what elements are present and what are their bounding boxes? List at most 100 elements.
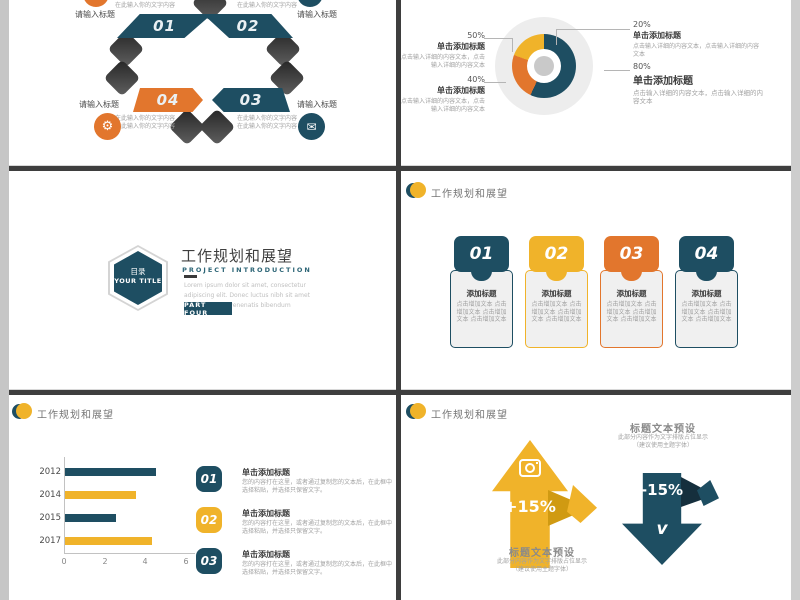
- x-tick-label: 4: [142, 557, 148, 566]
- percent-value: 20%: [633, 20, 651, 29]
- step-number: 04: [156, 91, 180, 109]
- step-number: 01: [153, 17, 176, 35]
- card-notch: [696, 271, 717, 281]
- up-arrow-caption: 此部分内容作为文字排版占位显示 （建议使用主题字体）: [496, 558, 587, 573]
- card-body-text: 点击增加文本 点击增加文本 点击增加文本 点击增加文本: [606, 301, 657, 323]
- donut-label-50: 50% 单击添加标题 点击输入详细的内容文本，点击输入详细的内容文本: [401, 31, 485, 69]
- card-tab: 01: [454, 236, 509, 272]
- item-number-badge: 02: [196, 507, 222, 533]
- ribbon-step-4: 04: [133, 88, 203, 112]
- card-tab: 03: [604, 236, 659, 272]
- bar-2014: [65, 491, 137, 499]
- leader-line: [484, 38, 512, 39]
- card-tab: 02: [529, 236, 584, 272]
- part-four-button[interactable]: PART FOUR: [184, 301, 232, 317]
- down-arrow-caption: 此部分内容作为文字排版占位显示 （建议使用主题字体）: [617, 434, 708, 449]
- step-label: 请输入标题: [75, 10, 115, 19]
- card-title: 添加标题: [616, 289, 647, 298]
- card-number: 01: [469, 244, 494, 264]
- camera-icon: [519, 459, 541, 477]
- label-title: 单击添加标题: [633, 31, 681, 40]
- diamond-shape: [103, 59, 141, 97]
- label-title: 单击添加标题: [437, 42, 485, 51]
- label-desc: 点击输入详细的内容文本，点击输入详细的内容文本: [633, 89, 763, 105]
- cropped-icon: [83, 0, 109, 7]
- card-number: 03: [619, 244, 644, 264]
- accent-dash: [184, 275, 197, 278]
- arrow-fold: [697, 480, 719, 506]
- card-notch: [546, 271, 567, 281]
- step-caption: 在此输入你的文字内容在此输入你的文字内容: [237, 115, 298, 130]
- slide-logo-icon: [406, 182, 426, 199]
- up-arrow-value: +15%: [504, 497, 556, 516]
- x-axis-line: [64, 553, 195, 554]
- item-body: 您的内容打在这里，或者通过复制您的文本后，在此框中选择粘贴，并选择只保留文字。: [242, 561, 393, 576]
- step-card: [675, 270, 738, 348]
- card-body-text: 点击增加文本 点击增加文本 点击增加文本 点击增加文本: [681, 301, 732, 323]
- section-body-text: Lorem ipsum dolor sit amet, consectetur …: [184, 282, 310, 309]
- slide-preview-5[interactable]: 工作规划和展望 2012 2014 2015 2017 0 2 4 6 01 单…: [9, 395, 396, 600]
- donut-label-20: 20% 单击添加标题 点击输入详细的内容文本，点击输入详细的内容文本: [633, 20, 763, 58]
- column-divider: [396, 0, 401, 600]
- slide-logo-icon: [406, 403, 426, 420]
- card-notch: [621, 271, 642, 281]
- x-tick-label: 2: [102, 557, 108, 566]
- hex-title: 目录: [130, 267, 146, 276]
- hexagon-badge: 目录 YOUR TITLE: [108, 245, 168, 311]
- y-axis-line: [64, 457, 65, 554]
- down-arrow-label: 标题文本预设: [630, 424, 696, 435]
- mail-icon: ✉: [298, 113, 325, 140]
- left-edge-strip: [0, 0, 9, 600]
- donut-center-dot: [534, 56, 554, 76]
- bar-2012: [65, 468, 157, 476]
- cropped-icon: [297, 0, 323, 7]
- slide-header-title: 工作规划和展望: [431, 410, 508, 421]
- card-number: 02: [544, 244, 569, 264]
- vimeo-icon: v: [656, 519, 668, 539]
- slide-header-title: 工作规划和展望: [431, 189, 508, 200]
- card-number: 04: [694, 244, 719, 264]
- bar-2015: [65, 514, 116, 522]
- item-number-badge: 03: [196, 548, 222, 574]
- label-desc: 点击输入详细的内容文本，点击输入详细的内容文本: [401, 54, 486, 69]
- item-title: 单击添加标题: [242, 550, 290, 559]
- step-label: 请输入标题: [297, 100, 337, 109]
- slide-preview-6[interactable]: 工作规划和展望 +15% 标题文本预设 此部分内容作为文字排版占位显示 （建议使用…: [401, 395, 792, 600]
- item-body: 您的内容打在这里，或者通过复制您的文本后，在此框中选择粘贴，并选择只保留文字。: [242, 479, 393, 494]
- card-title: 添加标题: [691, 289, 722, 298]
- donut-label-40: 40% 单击添加标题 点击输入详细的内容文本，点击输入详细的内容文本: [401, 75, 485, 113]
- percent-value: 40%: [467, 75, 485, 84]
- card-body-text: 点击增加文本 点击增加文本 点击增加文本 点击增加文本: [531, 301, 582, 323]
- percent-value: 50%: [467, 31, 485, 40]
- ribbon-step-2: 02: [203, 14, 293, 38]
- diamond-shape: [198, 108, 236, 146]
- label-title: 单击添加标题: [437, 86, 485, 95]
- item-body: 您的内容打在这里，或者通过复制您的文本后，在此框中选择粘贴，并选择只保留文字。: [242, 520, 393, 535]
- slide-header-title: 工作规划和展望: [37, 410, 114, 421]
- right-edge-strip: [791, 0, 800, 600]
- leader-line: [556, 29, 630, 30]
- item-title: 单击添加标题: [242, 468, 290, 477]
- slide-preview-4[interactable]: 工作规划和展望 01 添加标题 点击增加文本 点击增加文本 点击增加文本 点击增…: [401, 171, 792, 389]
- ribbon-step-1: 01: [117, 14, 212, 38]
- x-tick-label: 0: [61, 557, 67, 566]
- card-title: 添加标题: [466, 289, 497, 298]
- bar-category-label: 2015: [39, 513, 61, 523]
- label-desc: 点击输入详细的内容文本，点击输入详细的内容文本: [401, 98, 486, 113]
- leader-line: [512, 38, 513, 52]
- card-notch: [471, 271, 492, 281]
- ribbon-step-3: 03: [212, 88, 290, 112]
- section-title: 工作规划和展望: [181, 247, 294, 265]
- bar-category-label: 2012: [39, 467, 61, 477]
- leader-line: [556, 29, 557, 45]
- down-arrow-value: -15%: [640, 481, 684, 499]
- leader-line: [604, 70, 630, 71]
- label-desc: 点击输入详细的内容文本，点击输入详细的内容文本: [633, 43, 760, 58]
- slide-preview-3[interactable]: 目录 YOUR TITLE 工作规划和展望 PROJECT INTRODUCTI…: [9, 171, 396, 389]
- slide-preview-1[interactable]: 01 02 04 03 请输入标题 请输入标题 请输入标题 请输入标题 在此输入…: [9, 0, 396, 165]
- slide-preview-2[interactable]: 50% 单击添加标题 点击输入详细的内容文本，点击输入详细的内容文本 40% 单…: [401, 0, 792, 165]
- card-body-text: 点击增加文本 点击增加文本 点击增加文本 点击增加文本: [456, 301, 507, 323]
